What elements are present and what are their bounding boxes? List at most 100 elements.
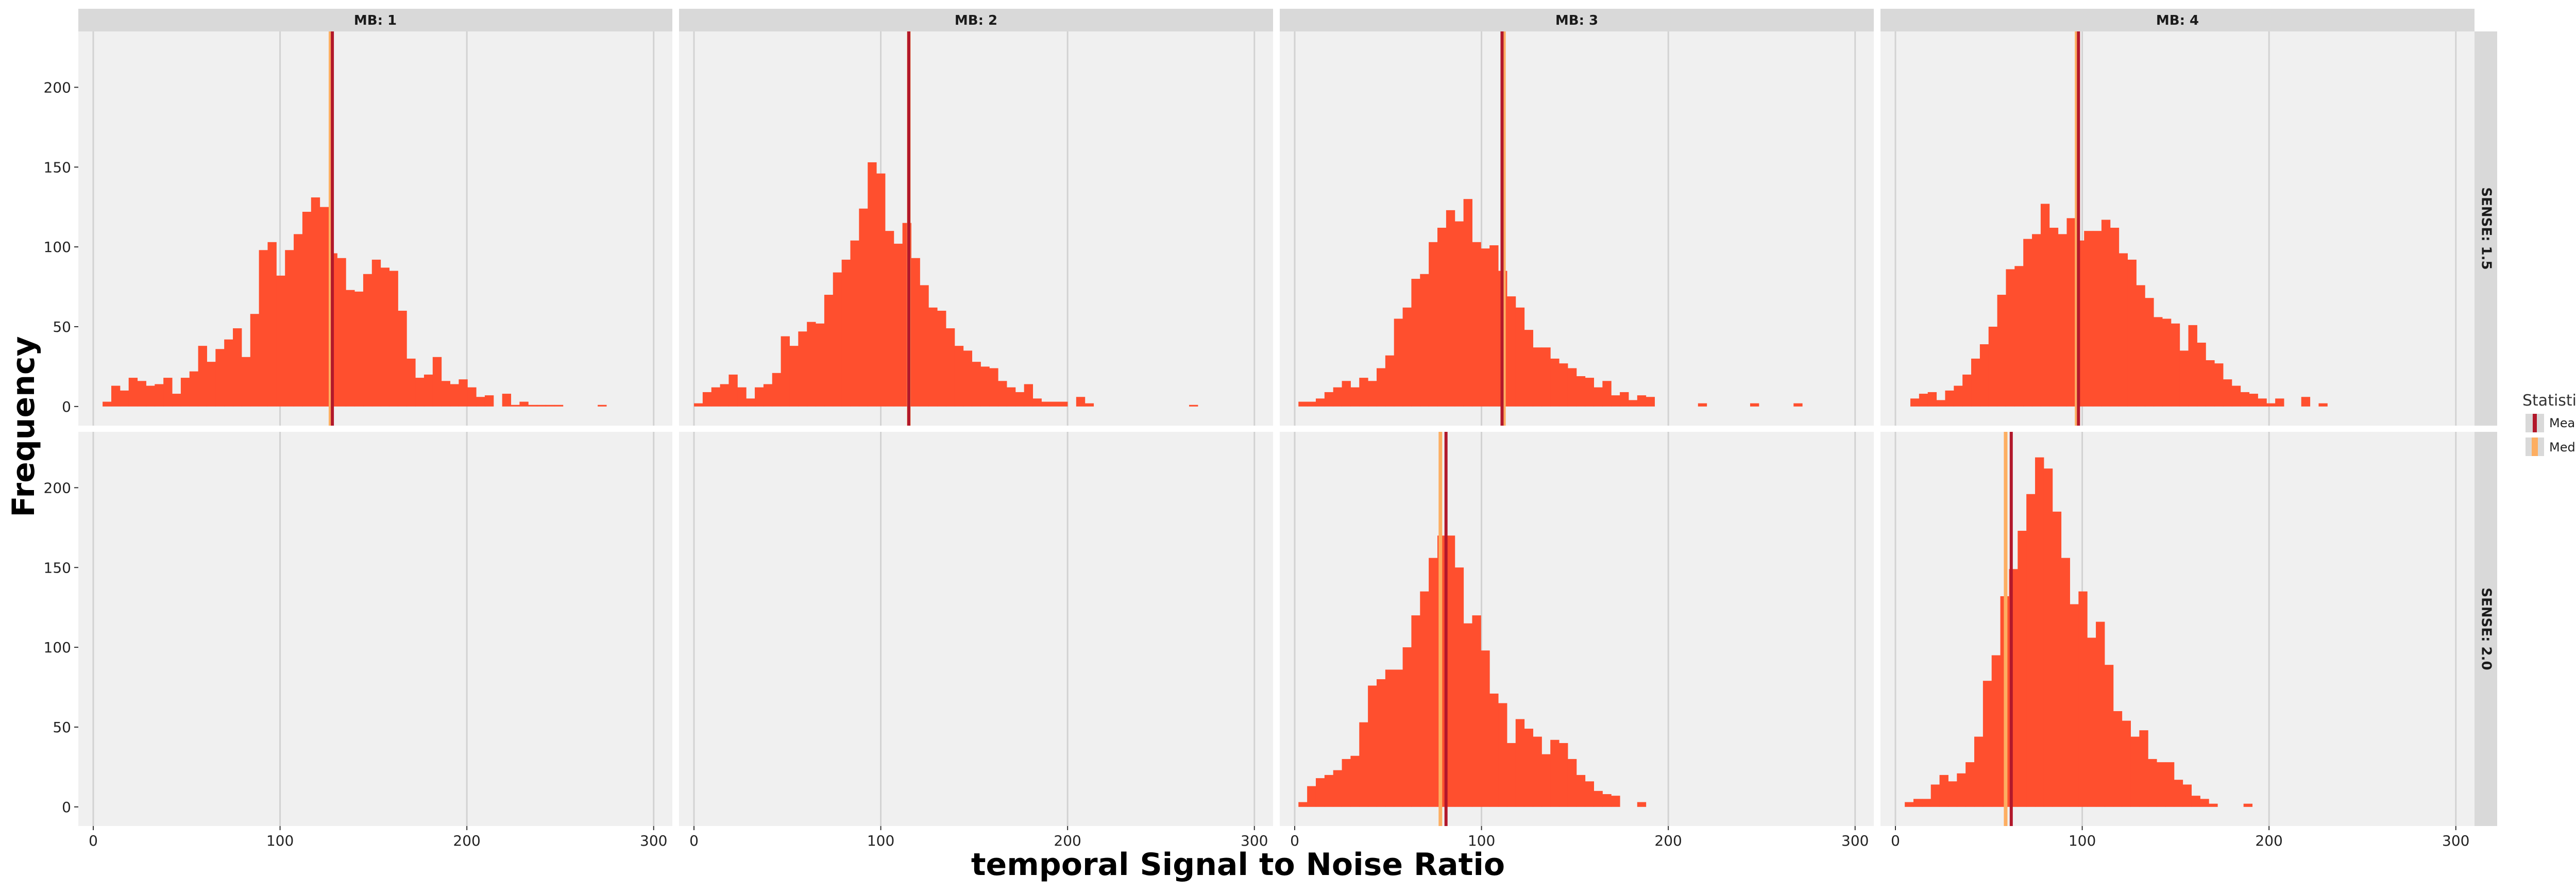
histogram-bar [1585, 378, 1594, 407]
histogram-bar [2182, 784, 2192, 807]
histogram-bar [180, 378, 190, 407]
histogram-bar [2066, 218, 2076, 407]
histogram-bar [1602, 381, 1612, 407]
y-tick-label: 0 [62, 799, 71, 816]
histogram-bar [2249, 394, 2258, 407]
histogram-bar [1954, 385, 1963, 407]
y-tick-label: 200 [44, 479, 71, 496]
column-strip-label: MB: 4 [2156, 13, 2199, 28]
histogram-bar [1567, 759, 1577, 807]
facet-strips: MB: 1 MB: 2 MB: 3 MB: 4 SENSE: 1.5 SENSE: 2.0 [78, 9, 2497, 826]
histogram-bar [2214, 363, 2224, 407]
histogram-bar [155, 384, 164, 407]
histogram-bar [1076, 397, 1086, 407]
histogram-bar [554, 405, 564, 407]
histogram-bar [728, 374, 738, 407]
histogram-bar [807, 322, 816, 407]
histogram-bar [755, 387, 764, 407]
panel-background [679, 432, 1273, 826]
x-tick-label: 200 [453, 832, 480, 849]
histogram-bar [1084, 403, 1094, 407]
histogram-bar [2032, 234, 2041, 407]
histogram-bar [2101, 220, 2111, 407]
histogram-bar [294, 234, 303, 407]
legend-label-median: Median [2549, 440, 2576, 455]
histogram-bar [1913, 799, 1923, 807]
histogram-bar [980, 366, 990, 407]
row-strip-label: SENSE: 1.5 [2479, 187, 2494, 270]
histogram-bar [1359, 722, 1368, 807]
histogram-bar [1463, 199, 1472, 407]
histogram-bar [2191, 796, 2200, 807]
column-strip [1880, 9, 2475, 31]
histogram-bar [354, 291, 364, 407]
histogram-bar [1559, 363, 1568, 407]
histogram-bar [2040, 204, 2050, 407]
x-tick-label: 200 [1654, 832, 1682, 849]
y-tick-label: 0 [62, 398, 71, 415]
histogram-bar [2266, 403, 2276, 407]
histogram-bar [459, 379, 468, 407]
histogram-bar [1628, 400, 1638, 407]
histogram-bar [2006, 269, 2015, 407]
x-tick-label: 300 [1241, 832, 1268, 849]
histogram-bar [1637, 802, 1647, 807]
histogram-bar [850, 240, 859, 407]
histogram-bar [467, 387, 477, 407]
legend-median-swatch [2532, 437, 2538, 456]
histogram-bar [398, 311, 407, 407]
histogram-bar [841, 259, 851, 407]
histogram-bar [2113, 711, 2123, 807]
histogram-bar [2197, 342, 2206, 407]
row-strip [2475, 432, 2497, 826]
histogram-bar [1974, 736, 1984, 807]
histogram-bar [893, 243, 903, 407]
y-tick-label: 50 [53, 318, 71, 335]
histogram-bar [528, 405, 537, 407]
histogram-bar [2171, 323, 2180, 407]
histogram-bar [1991, 655, 2001, 807]
histogram-bar [2200, 799, 2209, 807]
x-tick-label: 0 [1290, 832, 1299, 849]
histogram-bar [737, 387, 747, 407]
histogram-bar [1930, 784, 1940, 807]
histogram-bar [163, 378, 173, 407]
histogram-bar [1368, 381, 1377, 407]
histogram-bar [441, 381, 451, 407]
histogram-bar [423, 374, 433, 407]
histogram-bar [2318, 403, 2328, 407]
histogram-bar [537, 405, 546, 407]
histogram-bar [2084, 231, 2093, 407]
histogram-bar [945, 328, 955, 407]
histogram-bar [1550, 358, 1560, 407]
histogram-bar [2023, 239, 2032, 407]
histogram-bar [1611, 796, 1620, 807]
histogram-bar [2157, 762, 2166, 807]
histogram-bar [450, 384, 459, 407]
histogram-bar [2018, 531, 2027, 807]
histogram-bar [2043, 468, 2053, 807]
histogram-bar [833, 272, 842, 407]
histogram-bar [1394, 669, 1403, 807]
histogram-bar [1962, 374, 1972, 407]
histogram-bar [1402, 307, 1412, 407]
histogram-bar [1454, 567, 1464, 807]
histogram-bar [920, 285, 929, 407]
histogram-bar [989, 368, 998, 407]
histogram-bar [2087, 637, 2096, 807]
histogram-bar [319, 207, 329, 407]
x-tick-label: 200 [1054, 832, 1081, 849]
panels-layer [78, 31, 2475, 826]
histogram-bar [1376, 679, 1386, 807]
histogram-bar [1533, 347, 1542, 407]
histogram-bar [241, 357, 251, 407]
histogram-bar [111, 385, 121, 407]
x-tick-label: 100 [266, 832, 294, 849]
y-tick-label: 200 [44, 79, 71, 96]
histogram-bar [2093, 231, 2102, 407]
histogram-bar [1472, 615, 1481, 807]
histogram-bar [1385, 669, 1395, 807]
histogram-bar [1050, 401, 1059, 407]
histogram-bar [2179, 350, 2189, 407]
histogram-bar [1333, 770, 1343, 807]
